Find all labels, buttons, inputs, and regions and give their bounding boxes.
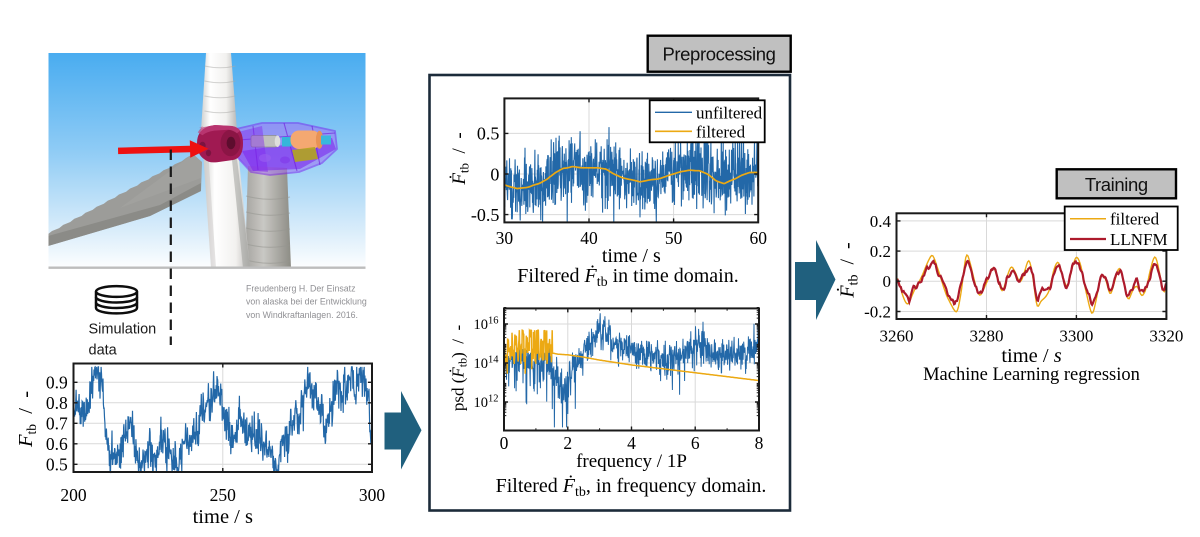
- svg-text:-0.5: -0.5: [471, 205, 500, 225]
- svg-text:time / s: time / s: [193, 506, 253, 528]
- svg-text:Freudenberg H. Der Einsatz: Freudenberg H. Der Einsatz: [246, 284, 356, 294]
- svg-text:6: 6: [691, 433, 700, 453]
- svg-text:3320: 3320: [1149, 327, 1183, 346]
- svg-text:0.7: 0.7: [46, 413, 68, 433]
- svg-text:0.6: 0.6: [46, 434, 68, 454]
- svg-text:Simulation: Simulation: [89, 322, 157, 338]
- svg-text:200: 200: [60, 485, 87, 505]
- svg-text:time / s: time / s: [602, 245, 661, 267]
- svg-text:Machine Learning regression: Machine Learning regression: [923, 365, 1140, 385]
- svg-text:0.5: 0.5: [477, 124, 500, 144]
- svg-text:0: 0: [500, 433, 509, 453]
- svg-text:von alaska bei der Entwicklun: von alaska bei der Entwicklung: [246, 297, 367, 307]
- svg-text:Ḟtb / -: Ḟtb / -: [449, 132, 472, 185]
- svg-text:time / s: time / s: [1001, 345, 1061, 367]
- svg-text:Training: Training: [1085, 174, 1148, 195]
- svg-text:3280: 3280: [970, 327, 1004, 346]
- svg-text:frequency / 1P: frequency / 1P: [576, 451, 687, 472]
- svg-text:0.2: 0.2: [870, 242, 891, 261]
- svg-text:Ftb / -: Ftb / -: [15, 391, 39, 448]
- svg-text:0.8: 0.8: [46, 393, 68, 413]
- svg-text:3260: 3260: [880, 327, 914, 346]
- svg-text:30: 30: [496, 228, 514, 248]
- svg-text:3300: 3300: [1059, 327, 1093, 346]
- svg-text:0: 0: [883, 272, 892, 291]
- svg-text:250: 250: [210, 485, 237, 505]
- svg-text:psd (Ḟtb) / -: psd (Ḟtb) / -: [449, 325, 470, 412]
- svg-text:50: 50: [665, 228, 683, 248]
- svg-text:2: 2: [563, 433, 572, 453]
- svg-text:unfiltered: unfiltered: [696, 103, 763, 122]
- svg-text:40: 40: [580, 228, 598, 248]
- svg-text:4: 4: [627, 433, 636, 453]
- svg-text:60: 60: [749, 228, 767, 248]
- svg-text:Preprocessing: Preprocessing: [662, 44, 775, 65]
- svg-text:300: 300: [359, 485, 386, 505]
- svg-text:LLNFM: LLNFM: [1110, 230, 1168, 249]
- svg-text:Ḟtb / -: Ḟtb / -: [836, 242, 862, 298]
- svg-text:von Windkraftanlagen. 2016.: von Windkraftanlagen. 2016.: [246, 310, 358, 320]
- svg-text:-0.2: -0.2: [864, 302, 891, 321]
- svg-text:filtered: filtered: [696, 122, 746, 141]
- svg-text:data: data: [89, 343, 118, 359]
- svg-text:Filtered Ḟtb, in frequency do: Filtered Ḟtb, in frequency domain.: [496, 474, 767, 500]
- svg-text:0.4: 0.4: [870, 212, 892, 231]
- svg-text:filtered: filtered: [1110, 210, 1160, 229]
- svg-text:0.5: 0.5: [46, 454, 68, 474]
- svg-text:0: 0: [490, 164, 499, 184]
- svg-text:Filtered Ḟtb in time domain.: Filtered Ḟtb in time domain.: [517, 264, 738, 290]
- svg-text:8: 8: [755, 433, 764, 453]
- svg-text:0.9: 0.9: [46, 372, 68, 392]
